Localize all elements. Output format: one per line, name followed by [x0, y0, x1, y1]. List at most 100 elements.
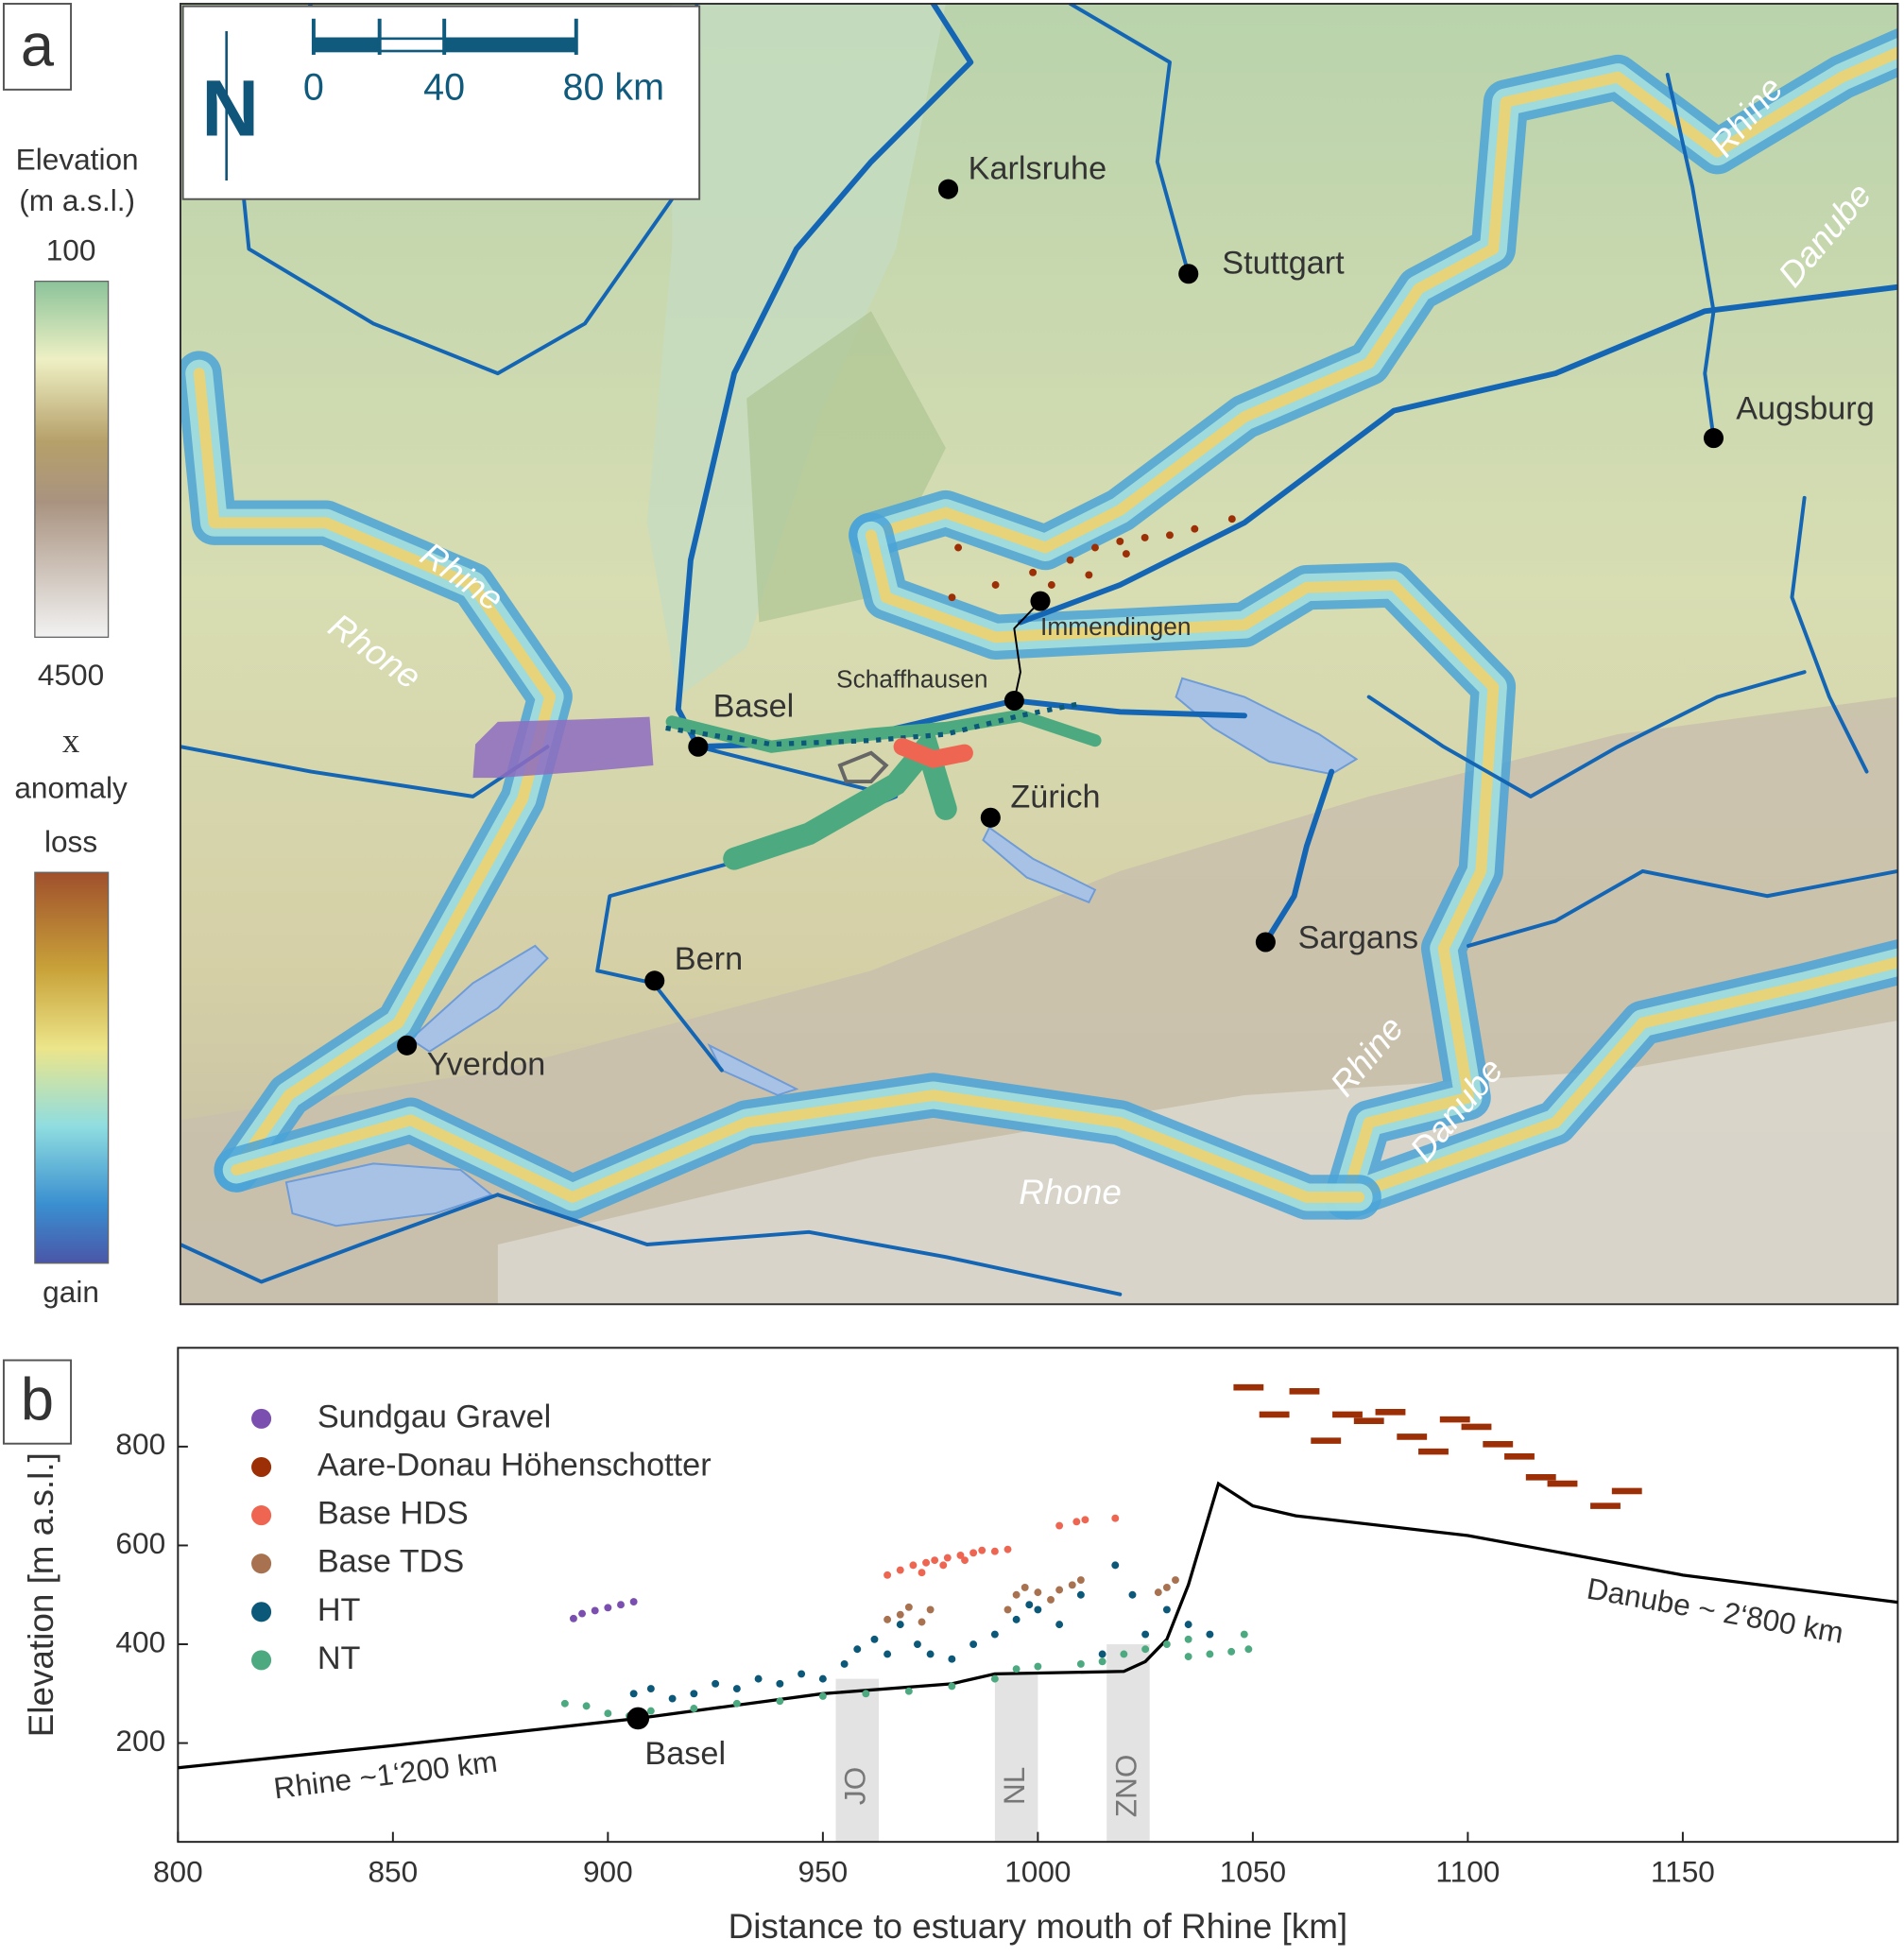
zone — [1106, 1644, 1150, 1843]
panel-label-box — [2, 1359, 73, 1445]
point — [883, 1615, 892, 1623]
point — [990, 1547, 999, 1555]
river — [1262, 768, 1335, 945]
point — [629, 1690, 638, 1698]
scale-label: 0 — [303, 66, 324, 108]
point — [1098, 1657, 1106, 1666]
river — [1790, 495, 1869, 774]
x-tick-label: 850 — [368, 1855, 418, 1889]
ht-deposits — [665, 700, 1084, 747]
x-tick-label: 1100 — [1435, 1855, 1500, 1889]
legend-label: Base TDS — [317, 1544, 464, 1580]
point — [604, 1709, 612, 1718]
city-marker — [980, 807, 1001, 828]
legend-marker — [251, 1554, 272, 1574]
point — [1012, 1590, 1021, 1599]
point — [862, 1690, 870, 1698]
point — [1120, 1650, 1128, 1658]
river — [1068, 3, 1191, 276]
point — [909, 1561, 918, 1570]
point — [1172, 1576, 1179, 1585]
point — [629, 1598, 638, 1606]
tds-outline — [837, 750, 889, 784]
transect-line — [1013, 600, 1041, 701]
x-tick-label: 950 — [798, 1855, 849, 1889]
point — [732, 1699, 741, 1708]
lake — [982, 826, 1097, 904]
point — [560, 1699, 569, 1708]
point — [690, 1690, 698, 1698]
city-marker — [1003, 690, 1024, 712]
point — [1034, 1605, 1042, 1614]
city-label: Karlsruhe — [969, 150, 1107, 186]
y-tick-label: 800 — [115, 1427, 165, 1461]
point — [990, 1674, 999, 1683]
point — [818, 1674, 827, 1683]
point — [1055, 1621, 1064, 1629]
point — [818, 1691, 827, 1700]
point — [569, 1614, 577, 1622]
point — [1081, 1516, 1089, 1524]
point — [926, 1605, 935, 1614]
point — [1184, 1635, 1192, 1643]
point — [1047, 1596, 1055, 1604]
point — [582, 1702, 591, 1710]
point — [1206, 1650, 1214, 1658]
river-profile — [178, 1481, 1898, 1770]
legend-label: NT — [317, 1640, 361, 1676]
legend-label: loss — [44, 824, 97, 858]
point — [591, 1606, 599, 1615]
point — [904, 1603, 913, 1611]
map-features — [180, 3, 1898, 1296]
point — [690, 1705, 698, 1712]
point — [1162, 1605, 1171, 1614]
legend-label: 4500 — [38, 658, 104, 692]
point — [776, 1679, 784, 1688]
x-tick-label: 1150 — [1651, 1855, 1715, 1889]
point — [1021, 1583, 1029, 1591]
point — [961, 1556, 969, 1565]
scale-bar-segment — [381, 40, 445, 50]
zone-label: NL — [997, 1767, 1031, 1805]
city-marker — [644, 970, 665, 991]
point — [1111, 1514, 1120, 1522]
point — [1068, 1581, 1076, 1589]
zone — [835, 1678, 880, 1843]
city-label: Stuttgart — [1222, 246, 1345, 282]
point — [853, 1645, 862, 1654]
point — [1003, 1605, 1012, 1614]
point — [1072, 1518, 1081, 1526]
point — [732, 1685, 741, 1693]
legend-label: Aare-Donau Höhenschotter — [317, 1448, 712, 1484]
lake — [284, 1162, 494, 1227]
city-label: Immendingen — [1040, 612, 1192, 641]
annotation: Basel — [644, 1736, 726, 1772]
adh-deposit — [1141, 534, 1149, 541]
point — [712, 1679, 720, 1688]
point — [978, 1546, 986, 1554]
anomaly-colorbar — [34, 871, 110, 1264]
point — [668, 1694, 677, 1703]
adh-deposit — [1085, 571, 1093, 579]
city-label: Schaffhausen — [836, 664, 988, 693]
map: Karlsruhe Stuttgart Augsburg Immendingen Sch… — [180, 3, 1898, 1305]
city-marker — [1255, 932, 1276, 953]
hds-deposits — [893, 737, 973, 768]
point — [646, 1707, 655, 1715]
river — [1017, 283, 1898, 626]
city-label: Augsburg — [1736, 391, 1875, 427]
point — [943, 1554, 952, 1562]
legend-marker — [251, 1650, 272, 1671]
legend-title: Elevation — [16, 143, 139, 177]
point — [948, 1655, 956, 1663]
point — [1076, 1659, 1085, 1668]
point — [1244, 1645, 1253, 1654]
point — [1240, 1630, 1248, 1639]
x-tick-label: 1000 — [1004, 1855, 1071, 1889]
point — [1141, 1645, 1150, 1654]
point — [904, 1687, 913, 1695]
city-label: Basel — [713, 688, 795, 724]
river — [1366, 670, 1807, 798]
point — [956, 1551, 965, 1559]
point — [969, 1549, 978, 1557]
